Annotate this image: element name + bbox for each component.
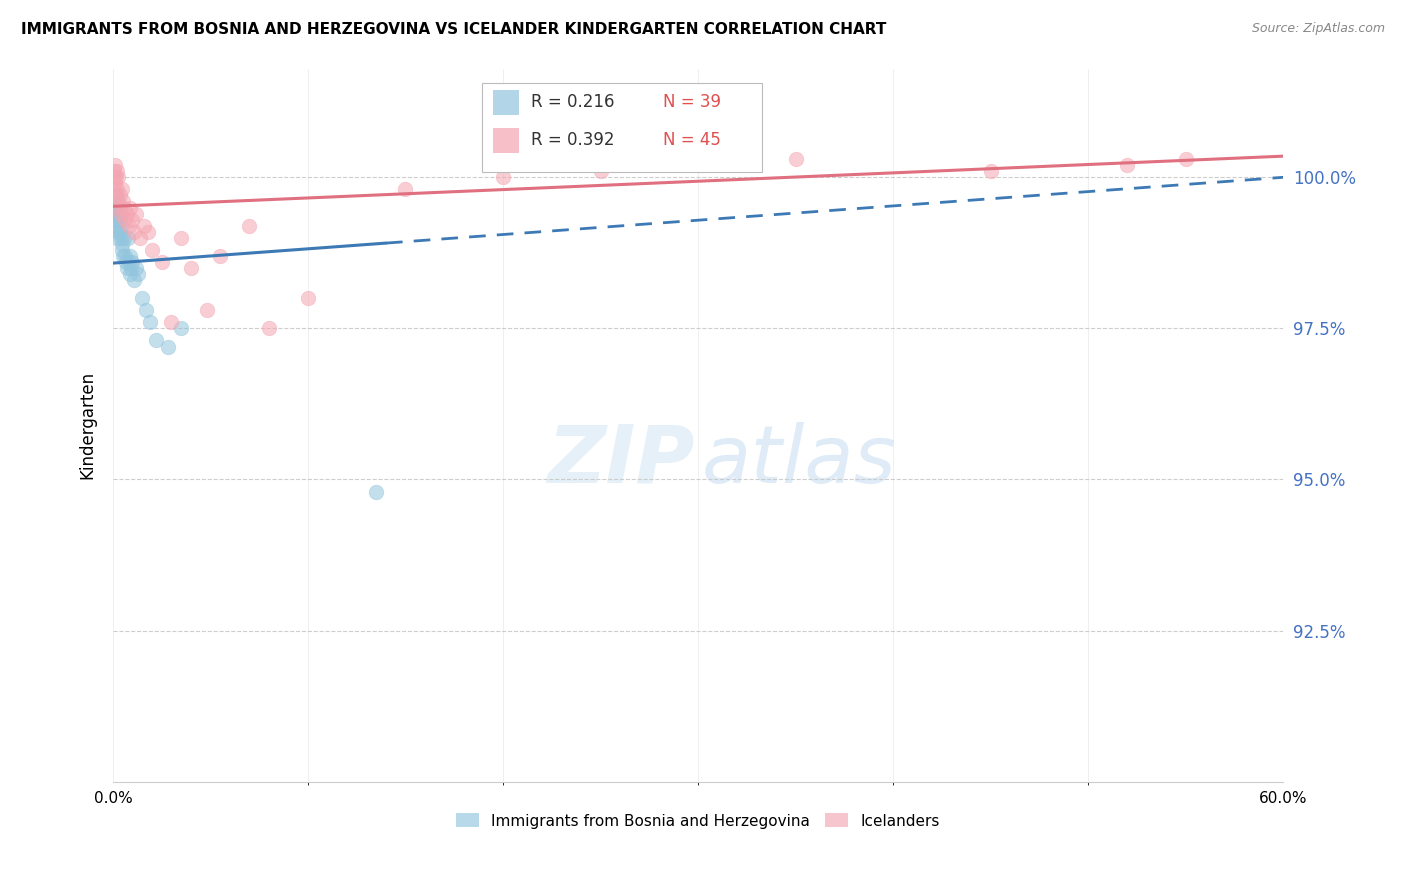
Point (686, 158, 709, 172)
Point (141, 243, 163, 257)
Point (118, 267, 141, 281)
Point (115, 206, 138, 220)
Point (105, 194, 128, 209)
Point (103, 194, 125, 209)
Text: IMMIGRANTS FROM BOSNIA AND HERZEGOVINA VS ICELANDER KINDERGARTEN CORRELATION CHA: IMMIGRANTS FROM BOSNIA AND HERZEGOVINA V… (21, 22, 886, 37)
Point (589, 164, 612, 178)
Text: ZIP: ZIP (547, 422, 695, 500)
Point (111, 182, 134, 196)
Point (1174, 152, 1197, 166)
Point (114, 255, 136, 269)
Point (170, 231, 193, 245)
Point (117, 219, 139, 233)
Point (103, 164, 125, 178)
Point (980, 164, 1002, 178)
Point (120, 201, 142, 215)
Point (107, 201, 129, 215)
Point (111, 243, 134, 257)
Point (145, 334, 167, 348)
Point (121, 212, 143, 227)
Point (108, 225, 131, 239)
Point (297, 291, 319, 305)
Point (104, 158, 127, 172)
Legend: Immigrants from Bosnia and Herzegovina, Icelanders: Immigrants from Bosnia and Herzegovina, … (450, 807, 946, 835)
Text: Source: ZipAtlas.com: Source: ZipAtlas.com (1251, 22, 1385, 36)
Point (112, 231, 135, 245)
Point (105, 219, 128, 233)
Point (103, 170, 125, 185)
Point (111, 194, 134, 209)
Point (150, 255, 173, 269)
Point (366, 484, 388, 499)
Point (127, 267, 149, 281)
Point (135, 303, 157, 318)
Point (114, 212, 136, 227)
Point (108, 188, 131, 202)
Point (156, 339, 179, 353)
Point (180, 260, 202, 275)
Point (107, 194, 129, 209)
Point (104, 170, 127, 185)
Point (125, 260, 148, 275)
Point (105, 182, 128, 196)
Point (104, 177, 127, 191)
Point (131, 291, 153, 305)
Point (124, 225, 146, 239)
Point (107, 170, 129, 185)
Point (103, 182, 125, 196)
Point (195, 303, 218, 318)
Point (121, 255, 143, 269)
Text: atlas: atlas (702, 422, 896, 500)
Point (117, 231, 139, 245)
Point (257, 321, 280, 335)
Point (170, 321, 193, 335)
Point (112, 201, 135, 215)
Point (104, 201, 127, 215)
Point (111, 249, 134, 263)
Point (110, 206, 132, 220)
Point (120, 249, 142, 263)
Point (209, 249, 232, 263)
Point (134, 219, 156, 233)
Point (108, 212, 131, 227)
Text: N = 45: N = 45 (662, 131, 721, 149)
Point (125, 206, 148, 220)
Point (111, 236, 134, 251)
Point (110, 206, 132, 220)
Point (492, 170, 515, 185)
Point (115, 260, 138, 275)
Point (139, 315, 162, 329)
Point (107, 201, 129, 215)
Point (129, 231, 152, 245)
Y-axis label: Kindergarten: Kindergarten (79, 371, 96, 479)
FancyBboxPatch shape (481, 83, 762, 172)
Point (114, 249, 136, 263)
FancyBboxPatch shape (494, 90, 519, 115)
Point (238, 219, 260, 233)
Point (160, 315, 183, 329)
FancyBboxPatch shape (494, 128, 519, 153)
Point (117, 255, 139, 269)
Point (121, 260, 143, 275)
Point (394, 182, 416, 196)
Text: N = 39: N = 39 (662, 93, 721, 111)
Point (105, 231, 128, 245)
Point (785, 152, 807, 166)
Point (104, 212, 127, 227)
Text: R = 0.216: R = 0.216 (530, 93, 614, 111)
Point (105, 164, 128, 178)
Point (1116, 158, 1139, 172)
Point (136, 225, 159, 239)
Point (107, 225, 129, 239)
Point (105, 188, 128, 202)
Point (107, 206, 129, 220)
Point (110, 219, 132, 233)
Point (103, 206, 125, 220)
Point (104, 188, 127, 202)
Point (124, 273, 146, 287)
Point (110, 231, 132, 245)
Text: R = 0.392: R = 0.392 (530, 131, 614, 149)
